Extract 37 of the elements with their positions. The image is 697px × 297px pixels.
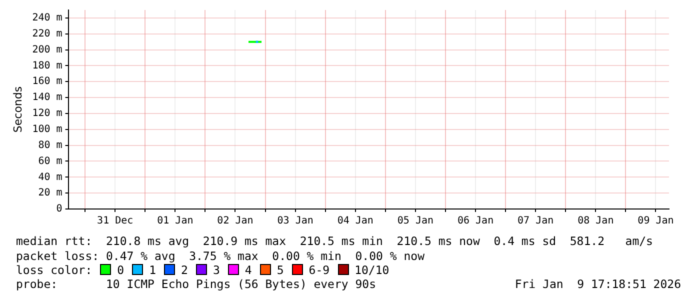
y-tick-label: 60 m	[38, 156, 62, 167]
y-tick-label: 20 m	[38, 188, 62, 199]
y-tick-label: 0	[56, 204, 62, 215]
text: Fri Jan 9 17:18:51 2026	[514, 277, 681, 291]
text: packet loss: 0.47 % avg 3.75 % max 0.00 % min 0.00 % now	[16, 249, 424, 263]
text: 0	[117, 263, 124, 277]
y-axis-title: Seconds	[11, 86, 24, 133]
x-tick-label: 07 Jan	[518, 216, 554, 227]
x-tick-label: 02 Jan	[217, 216, 254, 227]
y-tick-label: 40 m	[38, 172, 62, 183]
y-tick-label: 200 m	[32, 44, 62, 56]
y-tick-label: 160 m	[32, 76, 62, 88]
text: loss color:	[16, 263, 92, 277]
text: 1	[149, 263, 156, 277]
y-tick-label: 140 m	[32, 92, 62, 104]
text: probe: 10 ICMP Echo Pings (56 Bytes) every 90s	[16, 277, 376, 291]
text: 6-9	[308, 263, 330, 277]
y-tick-label: 220 m	[32, 28, 62, 40]
x-tick-label: 01 Jan	[157, 216, 194, 227]
y-tick-label: 80 m	[38, 140, 62, 151]
x-tick-label: 31 Dec	[97, 216, 134, 227]
x-tick-label: 09 Jan	[638, 216, 674, 227]
y-tick-label: 240 m	[32, 12, 62, 24]
y-tick-label: 180 m	[32, 60, 62, 72]
text: 5	[276, 263, 284, 277]
x-tick-label: 04 Jan	[337, 216, 374, 227]
text: median rtt: 210.8 ms avg 210.9 ms max 210.5 ms min 210.5 ms now 0.4 ms sd 581.2 am/s	[16, 234, 653, 248]
y-tick-label: 100 m	[32, 124, 62, 135]
text: 10/10	[354, 263, 390, 277]
x-tick-label: 03 Jan	[277, 216, 314, 227]
x-tick-label: 08 Jan	[578, 216, 614, 227]
x-tick-label: 06 Jan	[457, 216, 494, 227]
text: 2	[181, 263, 188, 277]
x-tick-label: 05 Jan	[397, 216, 434, 227]
y-tick-label: 120 m	[32, 108, 62, 120]
text: 3	[212, 263, 220, 277]
text: 4	[244, 263, 252, 277]
